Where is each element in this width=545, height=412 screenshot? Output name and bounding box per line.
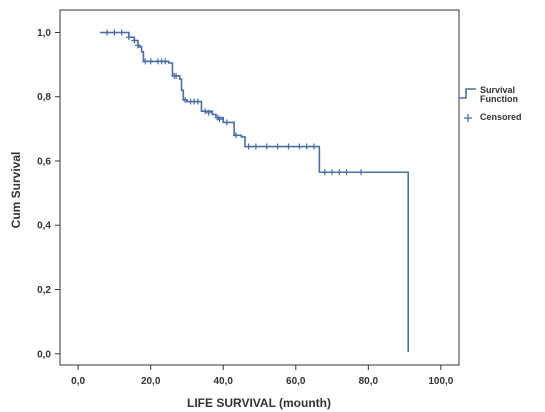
censored-plus-icon xyxy=(464,114,472,122)
x-tick-label: 100,0 xyxy=(428,376,453,387)
y-tick-label: 0,6 xyxy=(37,156,51,167)
censored-marker xyxy=(162,58,169,65)
censored-marker xyxy=(131,37,138,44)
censored-markers xyxy=(104,29,365,176)
censored-marker xyxy=(303,143,310,150)
censored-marker xyxy=(111,29,118,36)
survival-step-icon xyxy=(459,88,476,99)
legend: Survival Function Censored xyxy=(458,86,544,134)
censored-marker xyxy=(285,143,292,150)
y-tick-label: 0,4 xyxy=(37,221,51,232)
censored-marker xyxy=(104,29,111,36)
censored-marker xyxy=(216,116,223,123)
y-axis-ticks: 0,0 0,2 0,4 0,6 0,8 1,0 xyxy=(37,28,60,360)
y-tick-label: 0,8 xyxy=(37,92,51,103)
y-axis-label: Cum Survival xyxy=(9,152,23,229)
censored-marker xyxy=(245,143,252,150)
censored-marker xyxy=(321,169,328,176)
x-axis-label: LIFE SURVIVAL (mounth) xyxy=(187,396,331,410)
y-tick-label: 0,0 xyxy=(37,349,51,360)
censored-marker xyxy=(296,143,303,150)
censored-marker xyxy=(329,169,336,176)
censored-marker xyxy=(343,169,350,176)
censored-marker xyxy=(125,34,132,41)
censored-marker xyxy=(232,132,239,139)
censored-marker xyxy=(252,143,259,150)
x-axis-ticks: 0,0 20,0 40,0 60,0 80,0 100,0 xyxy=(71,365,454,387)
x-tick-label: 40,0 xyxy=(213,376,233,387)
legend-label-censored: Censored xyxy=(480,112,522,122)
survival-function-line xyxy=(99,31,410,353)
legend-label-survival-function: Survival Function xyxy=(480,85,518,104)
y-tick-label: 0,2 xyxy=(37,285,51,296)
x-tick-label: 20,0 xyxy=(141,376,161,387)
censored-marker xyxy=(118,29,125,36)
censored-marker xyxy=(182,96,189,103)
censored-marker xyxy=(173,72,180,79)
legend-item-survival-function: Survival Function xyxy=(458,86,544,110)
censored-marker xyxy=(147,58,154,65)
x-tick-label: 80,0 xyxy=(359,376,379,387)
censored-marker xyxy=(202,108,209,115)
censored-marker xyxy=(358,169,365,176)
plot-frame xyxy=(59,9,460,366)
censored-marker xyxy=(263,143,270,150)
legend-item-censored: Censored xyxy=(458,110,544,134)
censored-marker xyxy=(310,143,317,150)
x-tick-label: 60,0 xyxy=(286,376,306,387)
censored-marker xyxy=(205,109,212,116)
censored-marker xyxy=(134,42,141,49)
censored-marker xyxy=(223,119,230,126)
x-tick-label: 0,0 xyxy=(71,376,85,387)
y-tick-label: 1,0 xyxy=(37,28,51,39)
censored-marker xyxy=(336,169,343,176)
censored-marker xyxy=(274,143,281,150)
censored-marker xyxy=(194,98,201,105)
censored-marker xyxy=(142,58,149,65)
